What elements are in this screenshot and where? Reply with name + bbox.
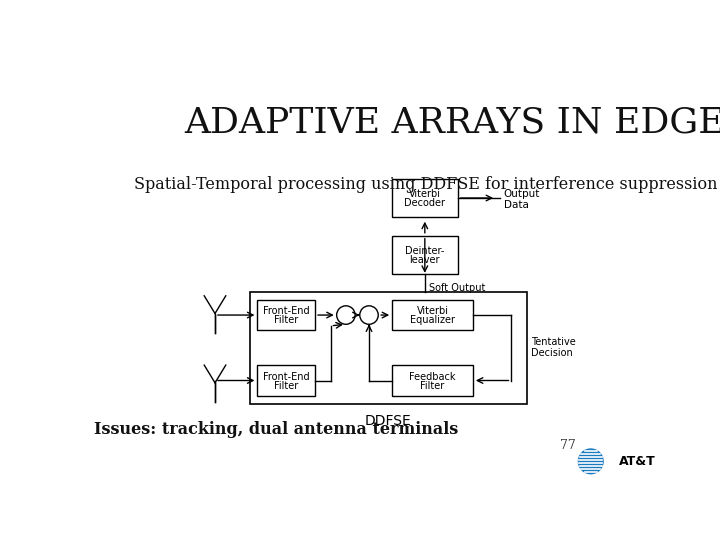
Text: Equalizer: Equalizer	[410, 315, 455, 326]
Text: Filter: Filter	[274, 381, 298, 391]
Text: Viterbi: Viterbi	[417, 306, 449, 316]
Text: Front-End: Front-End	[263, 372, 310, 382]
Text: DDFSE: DDFSE	[365, 414, 412, 428]
Bar	[392, 300, 473, 330]
Text: Tentative: Tentative	[531, 338, 575, 347]
Text: AT&T: AT&T	[618, 455, 655, 468]
Text: Data: Data	[504, 200, 528, 210]
Bar	[257, 300, 315, 330]
Text: Decision: Decision	[531, 348, 572, 358]
Text: 77: 77	[559, 440, 575, 453]
Text: +: +	[341, 306, 351, 319]
Bar	[392, 236, 457, 274]
Text: Feedback: Feedback	[409, 372, 456, 382]
Text: Deinter-: Deinter-	[405, 246, 444, 256]
Text: Spatial-Temporal processing using DDFSE for interference suppression: Spatial-Temporal processing using DDFSE …	[134, 176, 718, 193]
Text: Output: Output	[504, 189, 540, 199]
Text: Soft Output: Soft Output	[428, 283, 485, 293]
Text: Decoder: Decoder	[405, 198, 446, 208]
Bar	[392, 179, 457, 217]
Bar	[257, 365, 315, 396]
Circle shape	[578, 449, 603, 474]
Text: Viterbi: Viterbi	[409, 189, 441, 199]
Text: ADAPTIVE ARRAYS IN EDGE: ADAPTIVE ARRAYS IN EDGE	[184, 105, 720, 139]
Circle shape	[360, 306, 378, 325]
Bar	[250, 292, 527, 403]
Text: Front-End: Front-End	[263, 306, 310, 316]
Text: Filter: Filter	[420, 381, 445, 391]
Text: −: −	[367, 314, 377, 324]
Circle shape	[337, 306, 355, 325]
Text: Issues: tracking, dual antenna terminals: Issues: tracking, dual antenna terminals	[94, 421, 459, 437]
Text: leaver: leaver	[410, 255, 440, 265]
Bar	[392, 365, 473, 396]
Text: Filter: Filter	[274, 315, 298, 326]
Text: +: +	[362, 308, 372, 318]
